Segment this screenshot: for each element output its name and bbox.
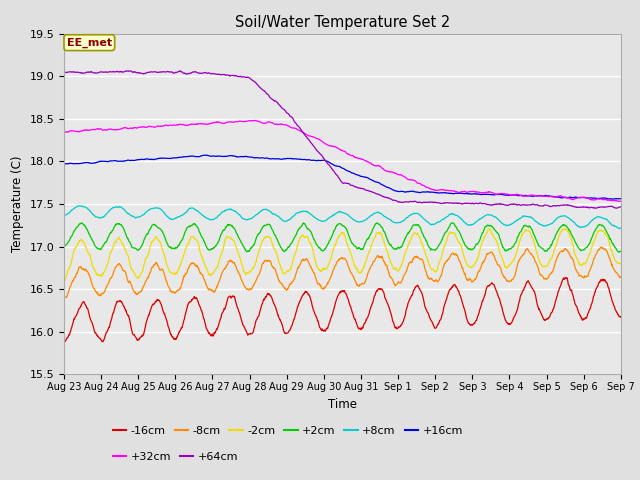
Line: +64cm: +64cm <box>64 71 621 208</box>
+64cm <box>551 203 559 209</box>
-16cm <box>60 340 68 346</box>
+16cm <box>170 155 178 161</box>
-16cm <box>502 317 509 323</box>
-16cm <box>429 320 436 326</box>
+16cm <box>617 196 625 202</box>
+8cm <box>60 212 68 218</box>
-8cm <box>171 290 179 296</box>
-8cm <box>617 274 625 280</box>
+16cm <box>60 161 68 167</box>
-16cm <box>617 314 625 320</box>
-8cm <box>60 294 68 300</box>
+32cm <box>170 122 178 128</box>
+2cm <box>60 244 68 250</box>
+32cm <box>614 199 622 204</box>
+8cm <box>616 226 624 231</box>
+32cm <box>184 122 191 128</box>
+32cm <box>252 118 259 123</box>
+16cm <box>551 194 559 200</box>
Line: +16cm: +16cm <box>64 155 621 199</box>
+16cm <box>184 154 191 159</box>
+8cm <box>617 225 625 231</box>
+64cm <box>246 76 254 82</box>
+8cm <box>184 207 192 213</box>
+16cm <box>246 154 254 160</box>
-2cm <box>246 269 254 275</box>
+8cm <box>75 203 83 209</box>
-16cm <box>246 331 254 336</box>
-2cm <box>551 245 559 251</box>
X-axis label: Time: Time <box>328 397 357 410</box>
-16cm <box>551 302 559 308</box>
+16cm <box>204 152 211 158</box>
-8cm <box>502 276 509 282</box>
Line: +32cm: +32cm <box>64 120 621 202</box>
+2cm <box>170 246 178 252</box>
+32cm <box>551 194 559 200</box>
-2cm <box>429 266 437 272</box>
Line: +8cm: +8cm <box>64 206 621 228</box>
+2cm <box>246 246 254 252</box>
+2cm <box>614 249 622 255</box>
+32cm <box>617 198 625 204</box>
+32cm <box>429 187 437 192</box>
+64cm <box>126 68 134 74</box>
+16cm <box>429 190 437 195</box>
Title: Soil/Water Temperature Set 2: Soil/Water Temperature Set 2 <box>235 15 450 30</box>
-2cm <box>561 226 568 231</box>
-8cm <box>597 244 605 250</box>
+8cm <box>429 221 437 227</box>
-8cm <box>63 295 70 300</box>
+2cm <box>184 225 191 230</box>
+16cm <box>502 192 509 198</box>
+32cm <box>246 118 254 123</box>
+8cm <box>551 217 559 223</box>
+8cm <box>171 216 179 221</box>
+64cm <box>60 70 68 75</box>
+64cm <box>184 71 192 76</box>
-8cm <box>184 265 192 271</box>
+8cm <box>502 222 509 228</box>
-2cm <box>184 241 192 247</box>
-8cm <box>429 278 437 284</box>
-16cm <box>561 275 569 280</box>
+64cm <box>612 205 620 211</box>
Line: +2cm: +2cm <box>64 223 621 252</box>
-2cm <box>60 277 68 283</box>
-2cm <box>617 261 625 266</box>
+2cm <box>448 220 456 226</box>
+8cm <box>246 216 254 222</box>
+32cm <box>60 129 68 135</box>
Line: -8cm: -8cm <box>64 247 621 298</box>
Text: EE_met: EE_met <box>67 37 112 48</box>
-2cm <box>61 277 68 283</box>
Line: -2cm: -2cm <box>64 228 621 280</box>
Legend: +32cm, +64cm: +32cm, +64cm <box>109 447 243 466</box>
Y-axis label: Temperature (C): Temperature (C) <box>11 156 24 252</box>
-2cm <box>502 264 509 270</box>
-2cm <box>171 271 179 277</box>
+2cm <box>502 248 509 254</box>
+2cm <box>617 248 625 254</box>
+64cm <box>502 202 509 208</box>
-8cm <box>551 261 559 267</box>
+64cm <box>617 204 625 210</box>
+16cm <box>609 196 616 202</box>
+64cm <box>171 70 179 76</box>
+2cm <box>551 235 559 240</box>
-8cm <box>246 286 254 292</box>
-16cm <box>170 336 178 342</box>
Line: -16cm: -16cm <box>64 277 621 343</box>
+64cm <box>429 199 437 205</box>
+32cm <box>502 191 509 197</box>
+2cm <box>429 247 436 253</box>
-16cm <box>184 302 191 308</box>
